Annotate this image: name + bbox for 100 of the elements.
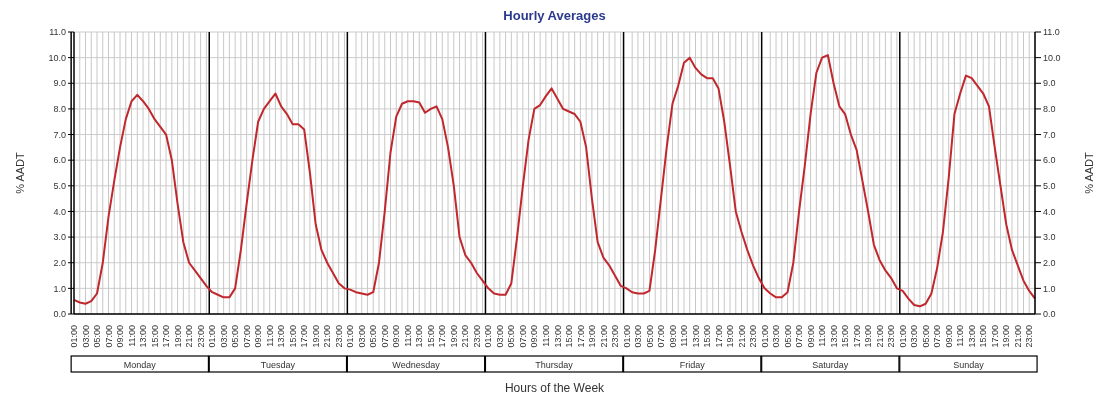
x-tick-label: 07:00 (241, 325, 252, 348)
y-tick-label: 6.0 (53, 155, 66, 166)
text: Saturday (812, 360, 849, 370)
x-tick-label: 11:00 (402, 325, 413, 347)
text: Sunday (953, 360, 985, 370)
x-tick-label: 17:00 (851, 325, 862, 348)
y2-tick-label: 4.0 (1043, 206, 1056, 217)
x-tick-label: 19:00 (863, 325, 874, 348)
x-tick-label: 01:00 (207, 325, 218, 348)
x-tick-label: 19:00 (725, 325, 736, 348)
x-tick-label: 01:00 (69, 325, 80, 348)
x-tick-label: 19:00 (1001, 325, 1012, 348)
y2-tick-label: 3.0 (1043, 232, 1056, 243)
x-tick-label: 11:00 (264, 325, 275, 347)
y-tick-label: 1.0 (53, 283, 66, 294)
line-series (73, 54, 1036, 308)
x-tick-label: 17:00 (299, 325, 310, 348)
x-tick-label: 23:00 (333, 325, 344, 348)
x-tick-label: 17:00 (989, 325, 1000, 348)
x-tick-label: 03:00 (633, 325, 644, 348)
x-tick-label: 21:00 (184, 325, 195, 348)
y-axis-title: % AADT (13, 151, 26, 194)
x-tick-label: 21:00 (460, 325, 471, 348)
text: Friday (679, 360, 706, 370)
x-tick-label: 05:00 (506, 325, 517, 348)
x-tick-label: 07:00 (518, 325, 528, 348)
x-tick-label: 05:00 (782, 325, 793, 348)
y-tick-label: 3.0 (53, 232, 66, 243)
y-tick-label: 5.0 (53, 181, 66, 192)
x-tick-label: 23:00 (748, 325, 759, 348)
x-tick-label: 03:00 (80, 325, 91, 348)
y-tick-label: 10.0 (48, 52, 66, 63)
y-tick-label: 9.0 (53, 78, 66, 89)
x-tick-label: 01:00 (897, 325, 908, 348)
x-tick-label: 13:00 (828, 325, 839, 348)
x-tick-label: 15:00 (287, 325, 298, 348)
x-tick-label: 11:00 (955, 325, 966, 347)
x-tick-label: 01:00 (759, 325, 770, 348)
y-tick-label: 2.0 (53, 257, 66, 268)
x-tick-label: 03:00 (356, 325, 367, 348)
x-tick-label: 05:00 (368, 325, 379, 348)
x-tick-label: 15:00 (840, 325, 851, 348)
x-tick-label: 21:00 (1012, 325, 1023, 348)
x-tick-label: 15:00 (564, 325, 575, 348)
x-tick-label: 17:00 (161, 325, 172, 348)
y-tick-label: 4.0 (53, 206, 66, 217)
x-tick-label: 07:00 (379, 325, 390, 348)
x-axis-title: Hours of the Week (504, 381, 606, 395)
x-tick-label: 09:00 (943, 325, 954, 348)
x-tick-label: 19:00 (310, 325, 321, 348)
x-tick-label: 09:00 (253, 325, 264, 348)
y-tick-label: 7.0 (53, 129, 66, 140)
x-tick-label: 21:00 (736, 325, 747, 348)
x-tick-label: 13:00 (276, 325, 287, 348)
x-tick-label: 21:00 (874, 325, 885, 348)
x-tick-label: 11:00 (126, 325, 137, 347)
x-tick-label: 09:00 (391, 325, 402, 348)
x-tick-label: 17:00 (713, 325, 724, 348)
x-tick-label: 09:00 (115, 325, 126, 348)
x-tick-label: 19:00 (172, 325, 183, 348)
y2-tick-label: 6.0 (1043, 155, 1056, 166)
x-tick-label: 13:00 (966, 325, 977, 348)
x-tick-label: 03:00 (771, 325, 782, 348)
y-tick-label: 8.0 (53, 104, 66, 115)
y2-axis-title: % AADT (1082, 151, 1095, 194)
text: Wednesday (392, 360, 441, 370)
y2-tick-label: 1.0 (1043, 283, 1056, 294)
x-tick-label: 23:00 (471, 325, 482, 348)
text: Tuesday (260, 360, 296, 370)
x-tick-label: 23:00 (195, 325, 206, 348)
x-tick-label: 17:00 (437, 325, 448, 348)
y-tick-label: 11.0 (49, 27, 66, 38)
x-tick-label: 05:00 (230, 325, 241, 348)
x-tick-label: 11:00 (541, 325, 552, 347)
x-tick-label: 05:00 (920, 325, 931, 348)
x-tick-label: 09:00 (529, 325, 540, 348)
x-tick-label: 05:00 (92, 325, 103, 348)
x-tick-label: 13:00 (690, 325, 701, 348)
y2-tick-label: 9.0 (1043, 78, 1056, 89)
y2-tick-label: 11.0 (1043, 27, 1060, 38)
y2-tick-label: 5.0 (1043, 181, 1056, 192)
x-tick-label: 15:00 (702, 325, 713, 348)
y2-tick-label: 2.0 (1043, 257, 1056, 268)
x-tick-label: 13:00 (552, 325, 563, 348)
x-tick-label: 11:00 (679, 325, 690, 347)
x-tick-label: 01:00 (621, 325, 632, 348)
x-tick-label: 19:00 (448, 325, 459, 348)
x-tick-label: 01:00 (483, 325, 494, 348)
x-tick-label: 07:00 (103, 325, 114, 348)
x-tick-label: 15:00 (425, 325, 436, 348)
y2-tick-label: 7.0 (1043, 129, 1056, 140)
y2-tick-label: 0.0 (1043, 309, 1056, 320)
chart-title: Hourly Averages (502, 8, 607, 25)
x-tick-label: 17:00 (575, 325, 586, 348)
x-tick-label: 23:00 (1024, 325, 1035, 348)
y2-tick-label: 10.0 (1043, 52, 1061, 63)
y2-tick-label: 8.0 (1043, 104, 1056, 115)
x-tick-label: 23:00 (886, 325, 897, 348)
text: Monday (123, 360, 157, 370)
x-tick-label: 05:00 (644, 325, 655, 348)
